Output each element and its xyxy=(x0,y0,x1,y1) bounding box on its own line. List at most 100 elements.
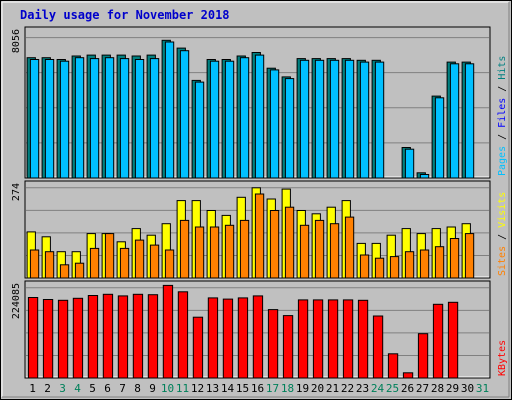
bar-sites-day-9 xyxy=(149,244,160,279)
bar-sites-day-17 xyxy=(269,210,280,279)
bar-sites-day-26 xyxy=(404,251,415,279)
series-files xyxy=(29,41,475,179)
legend-middle: Sites / Visits xyxy=(497,192,508,276)
bar-sites-day-10 xyxy=(164,249,175,279)
bar-files-day-12 xyxy=(194,81,205,179)
bar-kbytes-day-18 xyxy=(282,315,294,379)
day-label-20: 20 xyxy=(311,382,324,395)
legend-separator: / xyxy=(497,80,508,98)
bar-sites-day-13 xyxy=(209,226,220,279)
day-label-9: 9 xyxy=(149,382,156,395)
bar-files-day-24 xyxy=(374,61,385,179)
legend-top: Pages / Files / Hits xyxy=(497,56,508,176)
bar-kbytes-day-6 xyxy=(102,293,114,379)
bar-files-day-30 xyxy=(464,63,475,179)
bar-kbytes-day-12 xyxy=(192,316,204,379)
bar-files-day-28 xyxy=(434,97,445,179)
day-labels-layer: 1 2 3 4 5 6 7 8 9 10 11 12 13 14 15 16 17 18 19 20 21 22 23 24 2… xyxy=(29,382,489,395)
bar-files-day-6 xyxy=(104,57,115,179)
bar-sites-day-12 xyxy=(194,226,205,279)
bar-sites-day-2 xyxy=(44,251,55,279)
bar-sites-day-4 xyxy=(74,262,85,279)
day-label-1: 1 xyxy=(29,382,36,395)
bar-files-day-10 xyxy=(164,41,175,179)
chart-title: Daily usage for November 2018 xyxy=(20,8,230,22)
day-label-27: 27 xyxy=(416,382,429,395)
bar-kbytes-day-5 xyxy=(87,295,99,379)
bar-kbytes-day-7 xyxy=(117,295,129,379)
bar-files-day-21 xyxy=(329,59,340,179)
bar-sites-day-21 xyxy=(329,223,340,279)
legend-separator: / xyxy=(497,128,508,146)
bar-kbytes-day-20 xyxy=(312,299,324,379)
bar-sites-day-16 xyxy=(254,193,265,279)
bar-sites-day-14 xyxy=(224,224,235,279)
bar-sites-day-11 xyxy=(179,219,190,279)
bar-files-day-27 xyxy=(419,174,430,179)
legend-item-hits: Hits xyxy=(497,56,508,80)
series-kbytes xyxy=(27,284,459,379)
day-label-17: 17 xyxy=(266,382,279,395)
bar-files-day-14 xyxy=(224,60,235,179)
day-label-19: 19 xyxy=(296,382,309,395)
day-label-7: 7 xyxy=(119,382,126,395)
bar-files-day-23 xyxy=(359,61,370,179)
bar-files-day-1 xyxy=(29,59,40,179)
bar-files-day-19 xyxy=(299,59,310,179)
bar-files-day-5 xyxy=(89,58,100,179)
bar-sites-day-5 xyxy=(89,247,100,279)
bar-kbytes-day-24 xyxy=(372,315,384,379)
day-label-31: 31 xyxy=(476,382,489,395)
day-label-15: 15 xyxy=(236,382,249,395)
day-label-16: 16 xyxy=(251,382,264,395)
panel-bottom: 224085 KBytes xyxy=(11,280,508,379)
bar-files-day-3 xyxy=(59,60,70,179)
bar-kbytes-day-2 xyxy=(42,299,54,379)
legend-item-visits: Visits xyxy=(497,192,508,228)
day-label-21: 21 xyxy=(326,382,339,395)
bar-files-day-15 xyxy=(239,57,250,179)
bar-files-day-7 xyxy=(119,58,130,179)
max-label-top: 8056 xyxy=(11,29,22,53)
day-label-3: 3 xyxy=(59,382,66,395)
bar-files-day-2 xyxy=(44,59,55,179)
bar-kbytes-day-21 xyxy=(327,299,339,379)
bar-sites-day-24 xyxy=(374,257,385,279)
bar-sites-day-25 xyxy=(389,256,400,279)
day-label-8: 8 xyxy=(134,382,141,395)
bar-kbytes-day-16 xyxy=(252,295,264,379)
bar-kbytes-day-11 xyxy=(177,291,189,379)
legend-item-kbytes: KBytes xyxy=(497,340,508,376)
bar-kbytes-day-13 xyxy=(207,297,219,379)
day-label-12: 12 xyxy=(191,382,204,395)
legend-item-files: Files xyxy=(497,98,508,128)
bar-files-day-22 xyxy=(344,59,355,179)
bar-kbytes-day-15 xyxy=(237,297,249,379)
day-label-29: 29 xyxy=(446,382,459,395)
bar-kbytes-day-26 xyxy=(402,372,414,379)
legend-item-pages: Pages xyxy=(497,146,508,176)
max-label-middle: 274 xyxy=(11,183,22,201)
series-sites xyxy=(29,193,475,279)
bar-kbytes-day-3 xyxy=(57,299,69,379)
bar-sites-day-28 xyxy=(434,246,445,279)
bar-sites-day-30 xyxy=(464,233,475,279)
panel-top: 8056 Pages / Files / Hits xyxy=(11,26,508,179)
bar-sites-day-6 xyxy=(104,233,115,279)
day-label-23: 23 xyxy=(356,382,369,395)
bar-sites-day-1 xyxy=(29,249,40,279)
bar-kbytes-day-23 xyxy=(357,299,369,379)
day-label-5: 5 xyxy=(89,382,96,395)
bar-sites-day-23 xyxy=(359,254,370,279)
bar-kbytes-day-19 xyxy=(297,299,309,379)
bar-files-day-13 xyxy=(209,60,220,179)
bar-kbytes-day-9 xyxy=(147,294,159,379)
bar-kbytes-day-29 xyxy=(447,301,459,379)
bar-files-day-4 xyxy=(74,57,85,179)
bar-kbytes-day-22 xyxy=(342,299,354,379)
bar-sites-day-27 xyxy=(419,249,430,279)
bar-files-day-16 xyxy=(254,54,265,179)
bar-sites-day-19 xyxy=(299,224,310,279)
